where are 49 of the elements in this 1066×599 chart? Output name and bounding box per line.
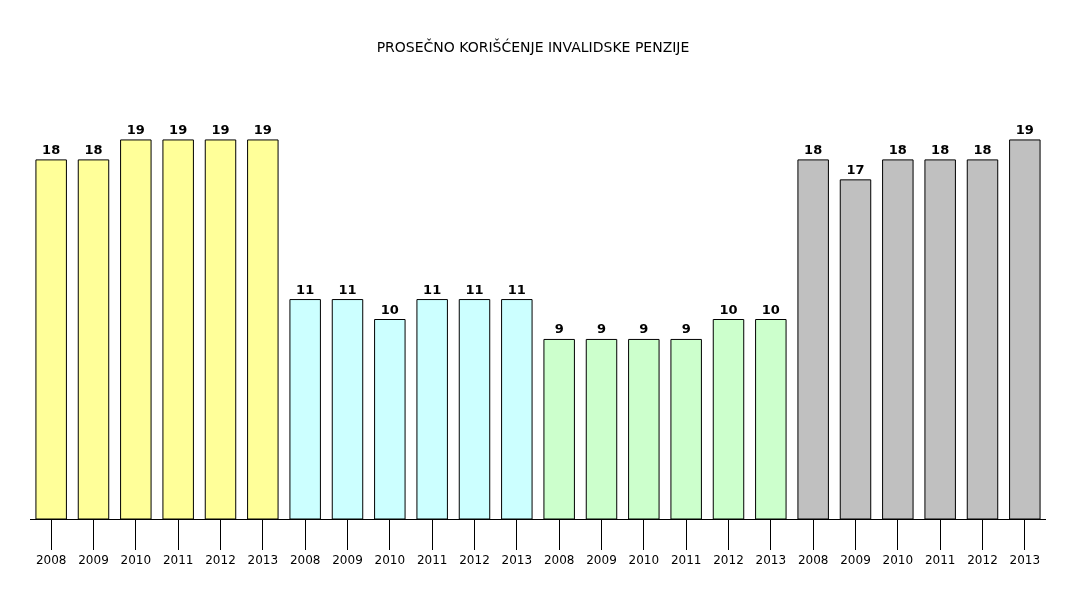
data-label: 18 xyxy=(84,141,103,157)
x-tick-label: 2010 xyxy=(374,553,406,568)
x-tick-label: 2008 xyxy=(35,553,67,568)
data-label: 11 xyxy=(338,281,357,297)
data-label: 11 xyxy=(423,281,442,297)
x-tick-label: 2013 xyxy=(755,553,787,568)
data-label: 18 xyxy=(931,141,950,157)
x-tick-label: 2008 xyxy=(289,553,321,568)
x-tick-label: 2009 xyxy=(840,553,871,568)
data-label: 19 xyxy=(126,121,145,137)
x-tick-label: 2012 xyxy=(967,553,998,568)
x-tick-label: 2012 xyxy=(713,553,744,568)
x-tick-label: 2012 xyxy=(459,553,490,568)
data-label: 9 xyxy=(554,321,564,337)
data-label: 19 xyxy=(169,121,188,137)
chart-title: PROSEČNO KORIŠĆENJE INVALIDSKE PENZIJE xyxy=(376,37,690,55)
data-label: 19 xyxy=(211,121,230,137)
data-label: 11 xyxy=(507,281,526,297)
data-label: 18 xyxy=(973,141,992,157)
x-tick-label: 2013 xyxy=(1009,553,1041,568)
data-label: 18 xyxy=(888,141,907,157)
data-label: 10 xyxy=(719,301,738,317)
data-label: 19 xyxy=(1015,121,1034,137)
data-label: 10 xyxy=(761,301,780,317)
data-label: 9 xyxy=(596,321,607,337)
x-tick-label: 2010 xyxy=(120,553,152,568)
x-tick-label: 2011 xyxy=(670,553,702,568)
data-label: 18 xyxy=(804,141,823,157)
x-tick-label: 2010 xyxy=(628,553,660,568)
x-tick-label: 2008 xyxy=(543,553,575,568)
x-tick-label: 2013 xyxy=(247,553,279,568)
x-tick-label: 2009 xyxy=(586,553,617,568)
x-tick-label: 2010 xyxy=(882,553,914,568)
x-tick-label: 2013 xyxy=(501,553,533,568)
x-tick-label: 2009 xyxy=(332,553,363,568)
data-label: 9 xyxy=(681,321,691,337)
data-label: 10 xyxy=(380,301,399,317)
x-tick-label: 2008 xyxy=(797,553,829,568)
x-tick-label: 2011 xyxy=(162,553,194,568)
data-label: 17 xyxy=(846,161,865,177)
x-tick-label: 2011 xyxy=(924,553,956,568)
data-label: 18 xyxy=(42,141,61,157)
data-label: 11 xyxy=(296,281,315,297)
x-tick-label: 2012 xyxy=(205,553,236,568)
data-label: 11 xyxy=(465,281,484,297)
x-tick-label: 2009 xyxy=(78,553,109,568)
x-tick-label: 2011 xyxy=(416,553,448,568)
data-label: 19 xyxy=(253,121,272,137)
data-label: 9 xyxy=(639,321,649,337)
